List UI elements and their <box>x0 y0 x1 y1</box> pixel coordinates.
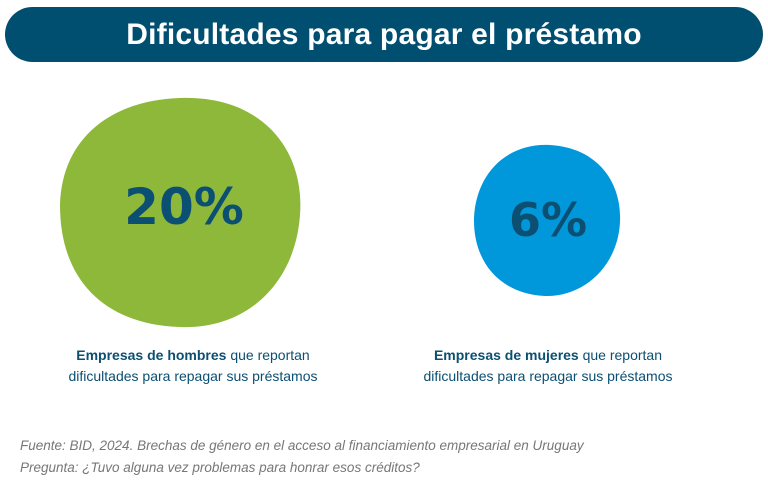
bubble-men <box>60 97 301 328</box>
footer: Fuente: BID, 2024. Brechas de género en … <box>20 435 584 479</box>
source-note: Fuente: BID, 2024. Brechas de género en … <box>20 438 584 453</box>
caption-women-text: que reportan dificultades para repagar s… <box>423 347 673 384</box>
question-note: Pregunta: ¿Tuvo alguna vez problemas par… <box>20 460 420 475</box>
caption-men: Empresas de hombres que reportan dificul… <box>63 345 323 386</box>
bubble-women <box>473 144 621 297</box>
caption-women-bold: Empresas de mujeres <box>433 347 579 363</box>
caption-women: Empresas de mujeres que reportan dificul… <box>418 345 678 386</box>
page-title: Dificultades para pagar el préstamo <box>126 17 642 51</box>
caption-men-text: que reportan dificultades para repagar s… <box>68 347 318 384</box>
caption-men-bold: Empresas de hombres <box>76 347 227 363</box>
value-label-men: 20% <box>124 178 244 236</box>
title-bar: Dificultades para pagar el préstamo <box>5 7 763 62</box>
value-label-women: 6% <box>509 193 587 247</box>
